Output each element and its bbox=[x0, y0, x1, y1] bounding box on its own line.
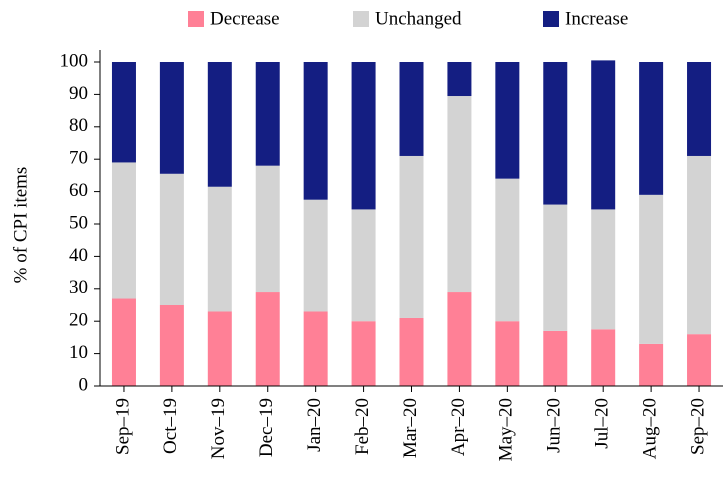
bar-segment bbox=[303, 199, 328, 312]
y-tick-label: 80 bbox=[69, 115, 88, 136]
bar-segment bbox=[495, 178, 520, 322]
bar-segment bbox=[207, 62, 232, 187]
x-tick-label: Jun–20 bbox=[544, 398, 565, 453]
x-tick-label: Jul–20 bbox=[592, 398, 613, 449]
y-tick-label: 100 bbox=[60, 50, 89, 71]
legend-swatch bbox=[353, 11, 369, 27]
x-tick-label: Nov–19 bbox=[208, 398, 229, 459]
y-tick-label: 20 bbox=[69, 310, 88, 331]
bar-segment bbox=[159, 62, 184, 174]
x-tick-label: Sep–20 bbox=[687, 398, 708, 455]
bar-segment bbox=[447, 62, 472, 97]
bar-segment bbox=[303, 62, 328, 200]
bar-segment bbox=[111, 62, 136, 163]
y-tick-label: 70 bbox=[69, 148, 88, 169]
bar-segment bbox=[159, 173, 184, 305]
bar-segment bbox=[687, 334, 712, 386]
bar-segment bbox=[303, 311, 328, 386]
bar-segment bbox=[159, 305, 184, 386]
legend-label: Unchanged bbox=[375, 8, 462, 29]
bar-segment bbox=[447, 96, 472, 293]
bar-segment bbox=[687, 155, 712, 335]
bar-segment bbox=[543, 330, 568, 386]
y-tick-label: 30 bbox=[69, 277, 88, 298]
legend-label: Decrease bbox=[210, 8, 280, 29]
bar-segment bbox=[207, 186, 232, 312]
bar-segment bbox=[447, 292, 472, 386]
y-tick-label: 50 bbox=[69, 212, 88, 233]
x-tick-label: Jan–20 bbox=[304, 398, 325, 452]
x-tick-label: Apr–20 bbox=[448, 398, 469, 456]
y-axis-label: % of CPI items bbox=[10, 167, 31, 284]
legend-swatch bbox=[543, 11, 559, 27]
bar-segment bbox=[351, 209, 376, 322]
bar-segment bbox=[495, 62, 520, 179]
bar-segment bbox=[543, 204, 568, 331]
legend-label: Increase bbox=[565, 8, 628, 29]
bar-segment bbox=[543, 62, 568, 205]
bar-segment bbox=[255, 165, 280, 293]
x-tick-label: Aug–20 bbox=[639, 398, 660, 459]
bar-segment bbox=[591, 209, 616, 330]
bar-segment bbox=[591, 329, 616, 386]
x-tick-label: Mar–20 bbox=[400, 398, 421, 458]
y-tick-label: 40 bbox=[69, 245, 88, 266]
bar-segment bbox=[639, 62, 664, 195]
bar-segment bbox=[639, 343, 664, 386]
x-tick-label: Dec–19 bbox=[256, 398, 277, 457]
bar-segment bbox=[687, 62, 712, 156]
x-tick-label: Feb–20 bbox=[352, 398, 373, 455]
y-tick-label: 0 bbox=[79, 374, 89, 395]
bar-segment bbox=[207, 311, 232, 386]
legend-swatch bbox=[188, 11, 204, 27]
bar-segment bbox=[111, 298, 136, 386]
bar-segment bbox=[495, 321, 520, 386]
x-tick-label: Oct–19 bbox=[160, 398, 181, 454]
bar-segment bbox=[255, 62, 280, 166]
x-tick-label: May–20 bbox=[496, 398, 517, 461]
x-tick-label: Sep–19 bbox=[112, 398, 133, 455]
bar-segment bbox=[111, 162, 136, 299]
bar-segment bbox=[351, 62, 376, 210]
bar-segment bbox=[255, 292, 280, 386]
y-tick-label: 90 bbox=[69, 83, 88, 104]
bar-segment bbox=[351, 321, 376, 386]
bar-segment bbox=[399, 155, 424, 318]
bar-segment bbox=[639, 194, 664, 344]
bar-segment bbox=[399, 317, 424, 386]
bar-segment bbox=[591, 60, 616, 210]
bar-segment bbox=[399, 62, 424, 156]
y-tick-label: 10 bbox=[69, 342, 88, 363]
y-tick-label: 60 bbox=[69, 180, 88, 201]
